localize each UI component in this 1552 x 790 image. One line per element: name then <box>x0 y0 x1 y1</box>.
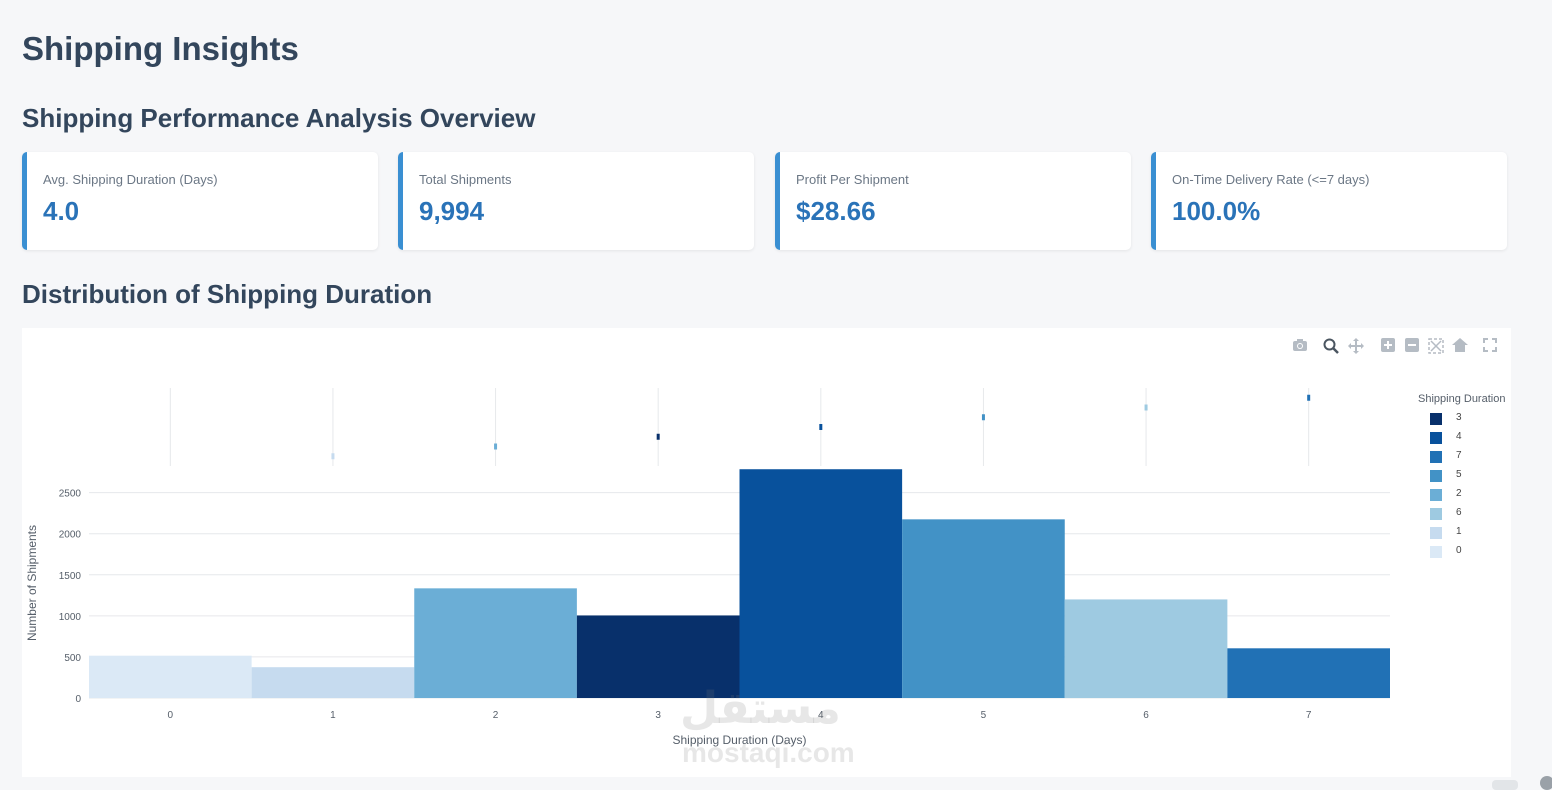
bar-2 <box>414 588 577 698</box>
bar-3 <box>576 615 740 698</box>
strip-point-2 <box>494 443 498 450</box>
strip-point-6 <box>1144 404 1148 411</box>
zoom-icon[interactable] <box>1322 338 1340 356</box>
legend-label: 6 <box>1456 507 1462 518</box>
kpi-card-profit-per-shipment: Profit Per Shipment $28.66 <box>775 152 1131 250</box>
legend-label: 2 <box>1456 488 1462 499</box>
zoom-out-icon[interactable] <box>1403 338 1421 356</box>
legend-swatch <box>1430 470 1442 482</box>
kpi-label: Profit Per Shipment <box>796 172 909 187</box>
kpi-label: Avg. Shipping Duration (Days) <box>43 172 218 187</box>
kpi-card-total-shipments: Total Shipments 9,994 <box>398 152 754 250</box>
reset-axes-icon[interactable] <box>1451 338 1469 356</box>
legend-swatch <box>1430 546 1442 558</box>
strip-point-1 <box>331 453 335 460</box>
legend-swatch <box>1430 413 1442 425</box>
legend-label: 4 <box>1456 431 1462 442</box>
x-tick-label: 2 <box>493 710 499 721</box>
bar-1 <box>251 667 415 698</box>
legend-label: 3 <box>1456 412 1462 423</box>
legend-swatch <box>1430 432 1442 444</box>
legend-label: 7 <box>1456 450 1462 461</box>
page-title: Shipping Insights <box>22 30 299 67</box>
scrollbar-thumb[interactable] <box>1492 780 1518 790</box>
autoscale-icon[interactable] <box>1427 338 1445 356</box>
strip-point-5 <box>981 414 985 421</box>
fullscreen-icon[interactable] <box>1481 338 1499 356</box>
kpi-value: 100.0% <box>1172 196 1261 226</box>
y-tick-label: 2000 <box>59 530 82 541</box>
y-tick-label: 1000 <box>59 612 82 623</box>
kpi-card-avg-duration: Avg. Shipping Duration (Days) 4.0 <box>22 152 378 250</box>
y-tick-label: 2500 <box>59 489 82 500</box>
x-tick-label: 6 <box>1143 710 1149 721</box>
x-tick-label: 7 <box>1306 710 1312 721</box>
kpi-card-on-time-rate: On-Time Delivery Rate (<=7 days) 100.0% <box>1151 152 1507 250</box>
y-axis-title: Number of Shipments <box>25 525 39 641</box>
x-tick-label: 1 <box>330 710 336 721</box>
strip-point-3 <box>656 433 660 440</box>
scrollbar-handle[interactable] <box>1540 776 1552 790</box>
chart-modebar <box>1291 338 1501 356</box>
section-title-distribution: Distribution of Shipping Duration <box>22 279 433 309</box>
y-tick-label: 500 <box>64 653 81 664</box>
legend-label: 1 <box>1456 526 1462 537</box>
legend-swatch <box>1430 451 1442 463</box>
bar-6 <box>1064 599 1228 698</box>
bar-7 <box>1227 648 1390 698</box>
y-tick-label: 0 <box>75 694 81 705</box>
kpi-value: 4.0 <box>43 196 80 226</box>
x-tick-label: 4 <box>818 710 824 721</box>
legend-title: Shipping Duration <box>1418 393 1506 405</box>
kpi-row: Avg. Shipping Duration (Days) 4.0 Total … <box>22 152 1512 250</box>
camera-icon[interactable] <box>1291 338 1309 356</box>
legend-swatch <box>1430 508 1442 520</box>
kpi-label: On-Time Delivery Rate (<=7 days) <box>1172 172 1370 187</box>
chart-panel: 0 500 1000 1500 2000 2500 0 1 2 3 4 5 6 7 Shipping Dur… <box>22 328 1511 777</box>
kpi-label: Total Shipments <box>419 172 512 187</box>
legend-label: 0 <box>1456 545 1462 556</box>
y-tick-label: 1500 <box>59 571 82 582</box>
x-axis-title: Shipping Duration (Days) <box>672 733 806 747</box>
bar-5 <box>902 519 1065 698</box>
zoom-in-icon[interactable] <box>1379 338 1397 356</box>
x-tick-label: 5 <box>981 710 987 721</box>
x-tick-label: 3 <box>655 710 661 721</box>
legend-swatch <box>1430 489 1442 501</box>
x-tick-label: 0 <box>168 710 174 721</box>
legend-swatch <box>1430 527 1442 539</box>
kpi-value: 9,994 <box>419 196 485 226</box>
bar-4 <box>739 469 903 698</box>
kpi-value: $28.66 <box>796 196 876 226</box>
strip-point-7 <box>1307 394 1311 401</box>
section-title-overview: Shipping Performance Analysis Overview <box>22 103 536 133</box>
pan-icon[interactable] <box>1347 338 1365 356</box>
bar-0 <box>89 655 252 698</box>
bar-chart: 0 500 1000 1500 2000 2500 0 1 2 3 4 5 6 7 Shipping Dur… <box>25 388 1390 747</box>
legend-label: 5 <box>1456 469 1462 480</box>
strip-point-4 <box>819 424 823 430</box>
